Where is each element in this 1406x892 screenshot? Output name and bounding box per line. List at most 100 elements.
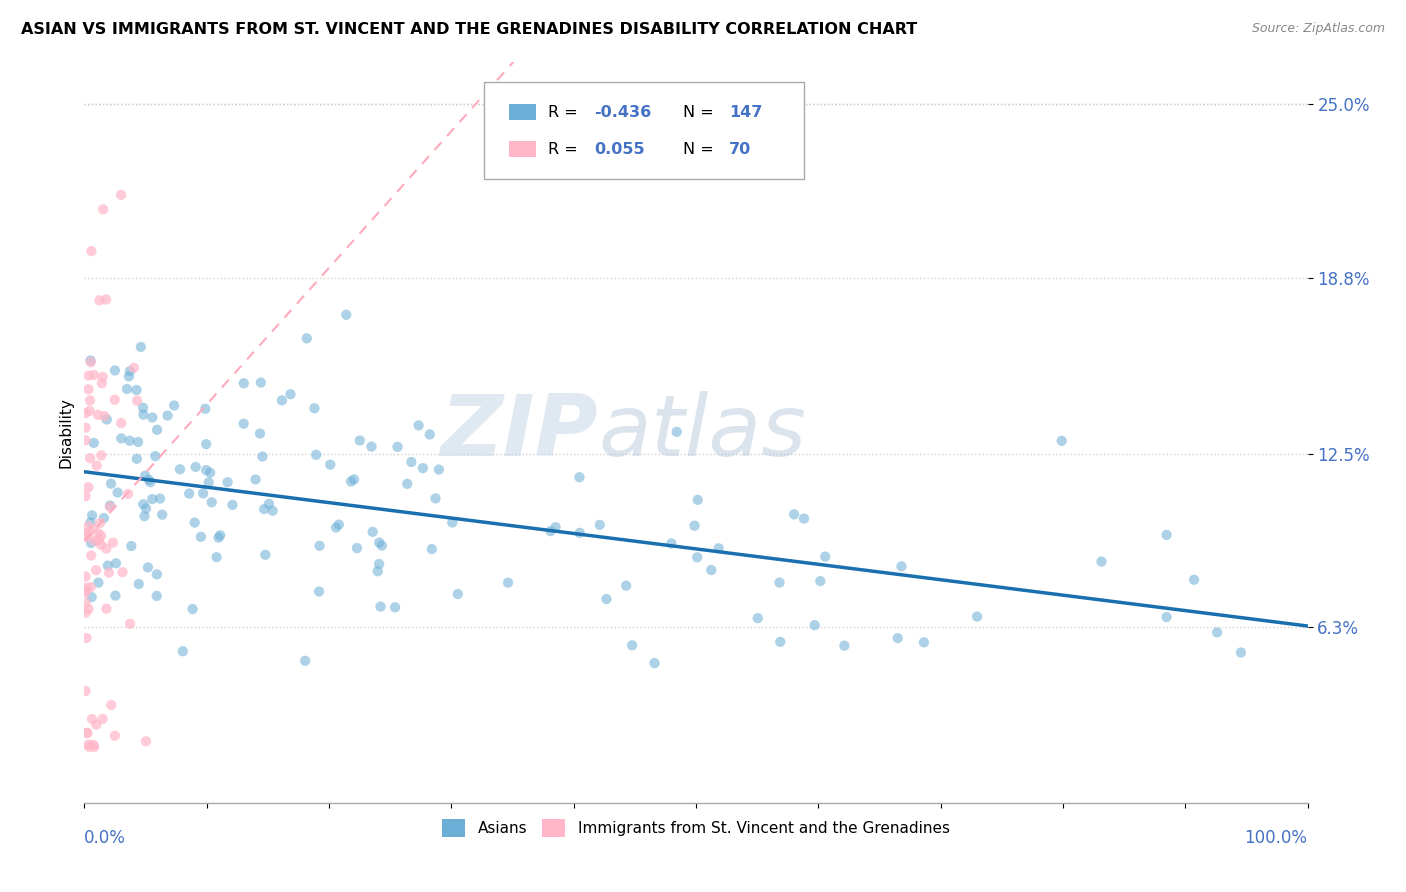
Point — [97, 566, 120, 580]
Point — [82, 508, 104, 523]
Point — [91, 370, 114, 384]
Point — [90, 376, 112, 391]
Point — [83, 368, 105, 382]
Point — [77, 368, 100, 383]
Point — [132, 408, 155, 422]
Point — [205, 550, 228, 565]
Point — [77, 525, 100, 540]
Point — [207, 531, 229, 545]
Point — [1050, 434, 1073, 448]
Point — [568, 470, 591, 484]
Text: ZIP: ZIP — [440, 391, 598, 475]
Point — [100, 476, 122, 491]
Point — [1156, 528, 1178, 542]
Point — [245, 473, 267, 487]
Point — [912, 635, 935, 649]
Point — [886, 631, 908, 645]
Point — [368, 535, 391, 549]
Point — [110, 416, 132, 430]
Point — [360, 440, 382, 454]
Text: atlas: atlas — [598, 391, 806, 475]
Point — [77, 480, 100, 494]
Point — [134, 468, 156, 483]
Point — [793, 511, 815, 525]
Point — [125, 451, 148, 466]
Point — [75, 434, 97, 448]
Point — [94, 293, 117, 307]
Point — [305, 448, 328, 462]
Point — [75, 584, 97, 599]
Point — [568, 525, 591, 540]
Point — [367, 564, 389, 578]
Point — [100, 698, 122, 712]
Point — [84, 717, 107, 731]
Point — [146, 423, 169, 437]
Point — [190, 530, 212, 544]
Point — [80, 355, 103, 369]
Point — [135, 734, 157, 748]
Point — [149, 491, 172, 506]
Point — [232, 417, 254, 431]
Point — [427, 462, 450, 476]
Point — [127, 393, 149, 408]
Text: ASIAN VS IMMIGRANTS FROM ST. VINCENT AND THE GRENADINES DISABILITY CORRELATION C: ASIAN VS IMMIGRANTS FROM ST. VINCENT AND… — [21, 22, 917, 37]
Point — [769, 635, 792, 649]
Point — [419, 427, 441, 442]
Point — [107, 485, 129, 500]
Point — [77, 739, 100, 754]
Point — [890, 559, 912, 574]
Point — [76, 726, 98, 740]
Point — [87, 533, 110, 547]
Point — [122, 360, 145, 375]
Point — [371, 539, 394, 553]
Point — [129, 340, 152, 354]
Point — [93, 511, 115, 525]
Point — [79, 403, 101, 417]
Point — [589, 517, 612, 532]
Text: 70: 70 — [728, 142, 751, 157]
Point — [87, 575, 110, 590]
Point — [340, 475, 363, 489]
Point — [368, 557, 391, 571]
Point — [141, 492, 163, 507]
Point — [361, 524, 384, 539]
Point — [79, 353, 101, 368]
Point — [97, 558, 120, 573]
Point — [191, 486, 214, 500]
Point — [127, 434, 149, 449]
Point — [194, 401, 217, 416]
Point — [209, 528, 232, 542]
Point — [86, 458, 108, 473]
Point — [346, 541, 368, 555]
Point — [83, 436, 105, 450]
Point — [295, 331, 318, 345]
Point — [134, 509, 156, 524]
Point — [621, 638, 644, 652]
Point — [83, 534, 105, 549]
Point — [76, 726, 98, 740]
Point — [84, 563, 107, 577]
Point — [80, 536, 103, 550]
Point — [1182, 573, 1205, 587]
Point — [77, 738, 100, 752]
Point — [280, 387, 302, 401]
Point — [115, 382, 138, 396]
Point — [412, 461, 434, 475]
Point — [808, 574, 831, 588]
Point — [93, 409, 115, 424]
Point — [138, 473, 160, 487]
Point — [257, 497, 280, 511]
Point — [75, 596, 97, 610]
Point — [89, 516, 111, 530]
Point — [1156, 610, 1178, 624]
Point — [110, 431, 132, 445]
FancyBboxPatch shape — [509, 141, 536, 157]
Point — [396, 476, 419, 491]
Point — [111, 566, 134, 580]
Point — [447, 587, 470, 601]
Point — [335, 308, 357, 322]
Point — [707, 541, 730, 556]
Point — [87, 526, 110, 541]
Point — [384, 600, 406, 615]
Point — [104, 363, 127, 377]
